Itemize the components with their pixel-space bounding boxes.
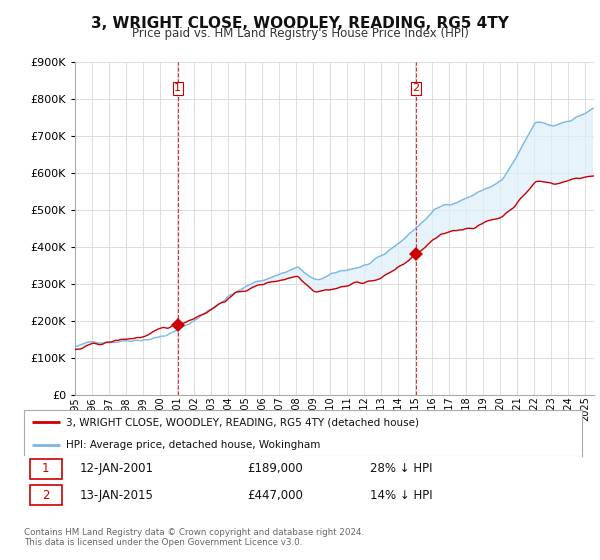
Text: Price paid vs. HM Land Registry's House Price Index (HPI): Price paid vs. HM Land Registry's House … — [131, 27, 469, 40]
Text: 14% ↓ HPI: 14% ↓ HPI — [370, 489, 433, 502]
Text: 13-JAN-2015: 13-JAN-2015 — [80, 489, 154, 502]
Text: 1: 1 — [174, 83, 181, 94]
Text: 2: 2 — [412, 83, 419, 94]
Text: Contains HM Land Registry data © Crown copyright and database right 2024.
This d: Contains HM Land Registry data © Crown c… — [24, 528, 364, 547]
Text: 12-JAN-2001: 12-JAN-2001 — [80, 462, 154, 475]
Text: 28% ↓ HPI: 28% ↓ HPI — [370, 462, 433, 475]
Text: 2: 2 — [42, 489, 50, 502]
FancyBboxPatch shape — [29, 485, 62, 505]
Text: HPI: Average price, detached house, Wokingham: HPI: Average price, detached house, Woki… — [66, 440, 320, 450]
Text: 1: 1 — [42, 462, 50, 475]
Text: 3, WRIGHT CLOSE, WOODLEY, READING, RG5 4TY: 3, WRIGHT CLOSE, WOODLEY, READING, RG5 4… — [91, 16, 509, 31]
FancyBboxPatch shape — [29, 459, 62, 479]
Text: £447,000: £447,000 — [247, 489, 303, 502]
Text: £189,000: £189,000 — [247, 462, 303, 475]
Text: 3, WRIGHT CLOSE, WOODLEY, READING, RG5 4TY (detached house): 3, WRIGHT CLOSE, WOODLEY, READING, RG5 4… — [66, 417, 419, 427]
